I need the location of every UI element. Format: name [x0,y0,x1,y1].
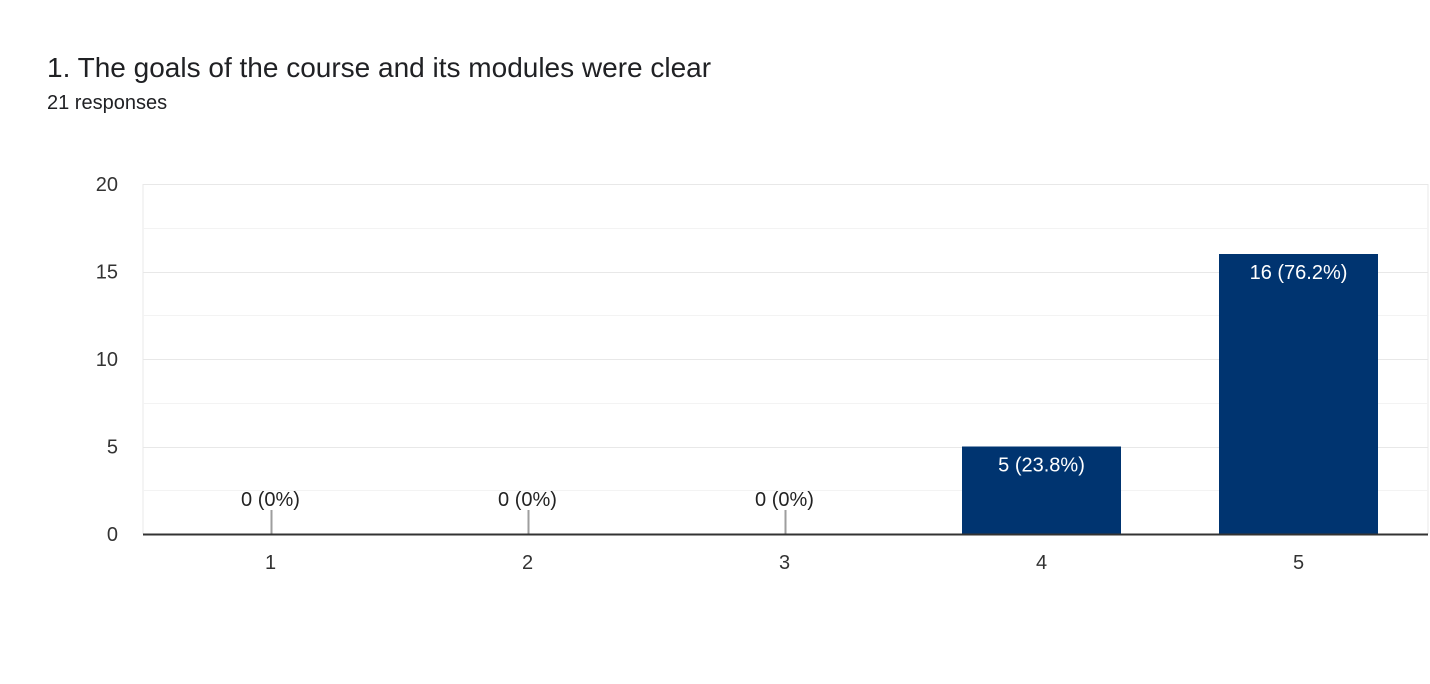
response-count: 21 responses [47,92,168,114]
y-tick-label: 20 [96,174,118,196]
x-tick-label: 4 [1036,552,1047,574]
data-label-3: 0 (0%) [755,489,814,511]
grid-lines [142,184,1429,534]
x-tick-label: 2 [522,552,533,574]
data-label-4: 5 (23.8%) [998,455,1085,477]
labels: 0 5 10 15 20 1 2 3 4 5 0 (0%) 0 (0%) 0 (0%) 5 (23.8%)… [96,174,1348,574]
bars [270,254,1378,534]
data-label-2: 0 (0%) [498,489,557,511]
y-tick-label: 5 [107,437,118,459]
x-tick-label: 1 [265,552,276,574]
y-tick-label: 10 [96,349,118,371]
data-label-5: 16 (76.2%) [1250,262,1348,284]
y-tick-label: 15 [96,262,118,284]
x-tick-label: 3 [779,552,790,574]
question-header: 1. The goals of the course and its modul… [47,48,711,116]
question-title: 1. The goals of the course and its modul… [47,52,712,83]
bar-4 [962,446,1121,534]
bar-5 [1219,254,1378,534]
y-tick-label: 0 [107,524,118,546]
data-label-1: 0 (0%) [241,489,300,511]
x-tick-label: 5 [1293,552,1304,574]
